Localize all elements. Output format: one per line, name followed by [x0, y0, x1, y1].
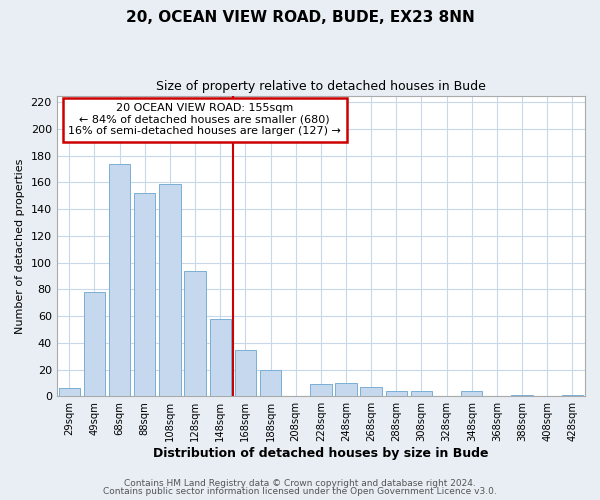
X-axis label: Distribution of detached houses by size in Bude: Distribution of detached houses by size … [153, 447, 488, 460]
Text: 20, OCEAN VIEW ROAD, BUDE, EX23 8NN: 20, OCEAN VIEW ROAD, BUDE, EX23 8NN [125, 10, 475, 25]
Y-axis label: Number of detached properties: Number of detached properties [15, 158, 25, 334]
Bar [84, 292, 105, 397]
Bar [562, 395, 583, 396]
Bar [386, 391, 407, 396]
Bar [134, 193, 155, 396]
Text: 20 OCEAN VIEW ROAD: 155sqm
← 84% of detached houses are smaller (680)
16% of sem: 20 OCEAN VIEW ROAD: 155sqm ← 84% of deta… [68, 103, 341, 136]
Text: Contains public sector information licensed under the Open Government Licence v3: Contains public sector information licen… [103, 487, 497, 496]
Bar [411, 391, 432, 396]
Bar [59, 388, 80, 396]
Bar [461, 391, 482, 396]
Bar [361, 387, 382, 396]
Bar [159, 184, 181, 396]
Text: Contains HM Land Registry data © Crown copyright and database right 2024.: Contains HM Land Registry data © Crown c… [124, 478, 476, 488]
Bar [260, 370, 281, 396]
Bar [235, 350, 256, 397]
Bar [209, 319, 231, 396]
Bar [310, 384, 332, 396]
Bar [335, 383, 356, 396]
Bar [184, 270, 206, 396]
Bar [109, 164, 130, 396]
Title: Size of property relative to detached houses in Bude: Size of property relative to detached ho… [156, 80, 486, 93]
Bar [511, 395, 533, 396]
